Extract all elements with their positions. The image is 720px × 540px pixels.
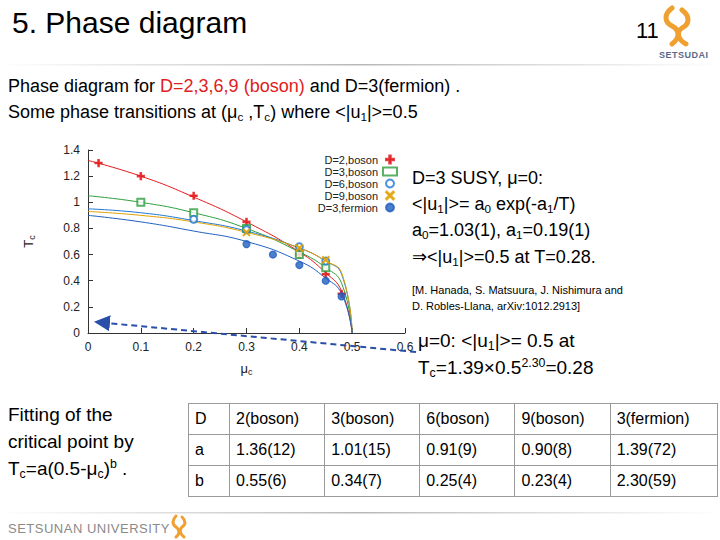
html-text:<|u1|>= a0exp(-a1/T): <|u1|>= a0exp(-a1/T)	[412, 194, 576, 215]
html-text:3(fermion): 3(fermion)	[616, 410, 690, 427]
svg-text:D=2,boson: D=2,boson	[324, 154, 378, 166]
html-text:Some phase transitions at (μc,: Some phase transitions at (μc,Tc) where …	[8, 102, 418, 123]
html-text:SETSUDAI: SETSUDAI	[659, 50, 709, 60]
html-text:⇒<|u1|>=0.5 at T=0.28.: ⇒<|u1|>=0.5 at T=0.28.	[412, 247, 596, 268]
svg-text:1.2: 1.2	[63, 169, 80, 183]
html-text:D=3 SUSY, μ=0:: D=3 SUSY, μ=0:	[412, 168, 544, 188]
svg-text:0.4: 0.4	[291, 340, 308, 354]
html-text:0.23(4): 0.23(4)	[521, 472, 573, 489]
svg-text:0.4: 0.4	[63, 274, 80, 288]
html-text:D. Robles-Llana, arXiv:1012.29: D. Robles-Llana, arXiv:1012.2913]	[412, 300, 581, 312]
svg-text:0.3: 0.3	[238, 340, 255, 354]
html-text:a0=1.03(1), a1=0.19(1): a0=1.03(1), a1=0.19(1)	[412, 220, 591, 241]
svg-text:0.2: 0.2	[185, 340, 202, 354]
html-text:critical point by: critical point by	[8, 431, 134, 452]
html-text:SETSUNAN UNIVERSITY: SETSUNAN UNIVERSITY	[8, 521, 170, 536]
html-text:Tc=1.39×0.5: Tc=1.39×0.5	[418, 357, 522, 381]
html-text:1.01(15): 1.01(15)	[331, 441, 391, 458]
html-text:[M. Hanada, S. Matsuura, J. Ni: [M. Hanada, S. Matsuura, J. Nishimura an…	[412, 284, 623, 296]
html-text:D: D	[195, 410, 207, 427]
html-text:6(boson): 6(boson)	[426, 410, 490, 427]
html-text:0.55(6): 0.55(6)	[236, 472, 287, 489]
html-text:Fitting of the: Fitting of the	[8, 404, 113, 425]
html-text:0.91(9): 0.91(9)	[426, 441, 477, 458]
svg-text:0: 0	[73, 326, 80, 340]
svg-text:D=3,boson: D=3,boson	[324, 166, 378, 178]
html-text:1.39(72): 1.39(72)	[616, 441, 677, 458]
svg-text:T: T	[21, 240, 36, 248]
html-text:μ=0: <|u1|>= 0.5 at: μ=0: <|u1|>= 0.5 at	[418, 330, 575, 354]
html-text:9(boson): 9(boson)	[521, 410, 585, 427]
html-text:11: 11	[636, 18, 659, 43]
html-text:a: a	[195, 441, 204, 458]
html-text:2.30(59): 2.30(59)	[616, 472, 677, 489]
svg-text:1: 1	[73, 195, 80, 209]
svg-text:0.6: 0.6	[397, 340, 414, 354]
html-text:0.25(4): 0.25(4)	[426, 472, 477, 489]
svg-text:D=6,boson: D=6,boson	[324, 178, 378, 190]
html-text:1.36(12): 1.36(12)	[236, 441, 296, 458]
svg-text:1.4: 1.4	[63, 143, 80, 157]
svg-text:D=3,fermion: D=3,fermion	[318, 202, 378, 214]
html-text:2.30=0.28: 2.30=0.28	[521, 355, 594, 378]
svg-text:0.8: 0.8	[63, 221, 80, 235]
html-text:0.34(7): 0.34(7)	[331, 472, 382, 489]
svg-text:μ: μ	[241, 361, 249, 376]
html-text:b: b	[195, 472, 204, 489]
svg-text:0: 0	[85, 340, 92, 354]
svg-text:0.1: 0.1	[132, 340, 149, 354]
svg-text:0.6: 0.6	[63, 248, 80, 262]
html-text:5. Phase diagram: 5. Phase diagram	[12, 6, 248, 39]
html-text:3(boson): 3(boson)	[331, 410, 395, 427]
svg-text:D=9,boson: D=9,boson	[324, 190, 378, 202]
svg-text:c: c	[248, 367, 253, 377]
html-text:Tc=a(0.5-μc)b.: Tc=a(0.5-μc)b.	[8, 456, 128, 482]
html-text:Phase diagram for D=2,3,6,9 (b: Phase diagram for D=2,3,6,9 (boson) and …	[8, 76, 461, 96]
html-text:2(boson): 2(boson)	[236, 410, 300, 427]
svg-text:c: c	[27, 235, 37, 240]
html-text:0.90(8): 0.90(8)	[521, 441, 573, 458]
svg-text:0.2: 0.2	[63, 300, 80, 314]
svg-text:0.5: 0.5	[344, 340, 361, 354]
